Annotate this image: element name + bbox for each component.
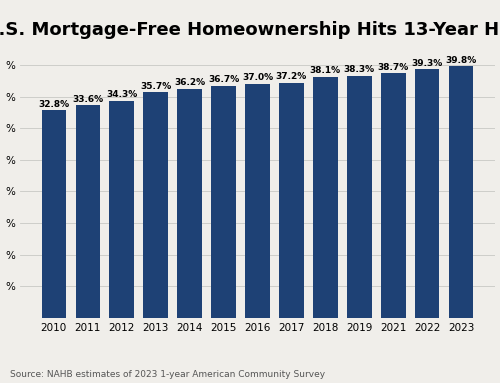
Text: 33.6%: 33.6% xyxy=(72,95,104,104)
Bar xyxy=(279,83,303,318)
Text: 38.1%: 38.1% xyxy=(310,66,341,75)
Text: 37.0%: 37.0% xyxy=(242,73,273,82)
Bar xyxy=(110,101,134,318)
Bar xyxy=(347,76,372,318)
Bar xyxy=(313,77,338,318)
Text: 38.7%: 38.7% xyxy=(378,62,409,72)
Text: Source: NAHB estimates of 2023 1-year American Community Survey: Source: NAHB estimates of 2023 1-year Am… xyxy=(10,370,325,379)
Bar xyxy=(381,73,406,318)
Title: U.S. Mortgage-Free Homeownership Hits 13-Year High: U.S. Mortgage-Free Homeownership Hits 13… xyxy=(0,21,500,39)
Text: 35.7%: 35.7% xyxy=(140,82,172,90)
Bar xyxy=(246,84,270,318)
Bar xyxy=(449,66,473,318)
Bar xyxy=(42,110,66,318)
Text: 34.3%: 34.3% xyxy=(106,90,138,100)
Text: 39.3%: 39.3% xyxy=(412,59,443,68)
Bar xyxy=(144,92,168,318)
Bar xyxy=(415,69,440,318)
Text: 32.8%: 32.8% xyxy=(38,100,70,109)
Bar xyxy=(212,86,236,318)
Text: 36.7%: 36.7% xyxy=(208,75,239,84)
Text: 38.3%: 38.3% xyxy=(344,65,375,74)
Text: 39.8%: 39.8% xyxy=(446,56,477,65)
Text: 37.2%: 37.2% xyxy=(276,72,307,81)
Bar xyxy=(178,89,202,318)
Text: 36.2%: 36.2% xyxy=(174,79,205,87)
Bar xyxy=(76,105,100,318)
